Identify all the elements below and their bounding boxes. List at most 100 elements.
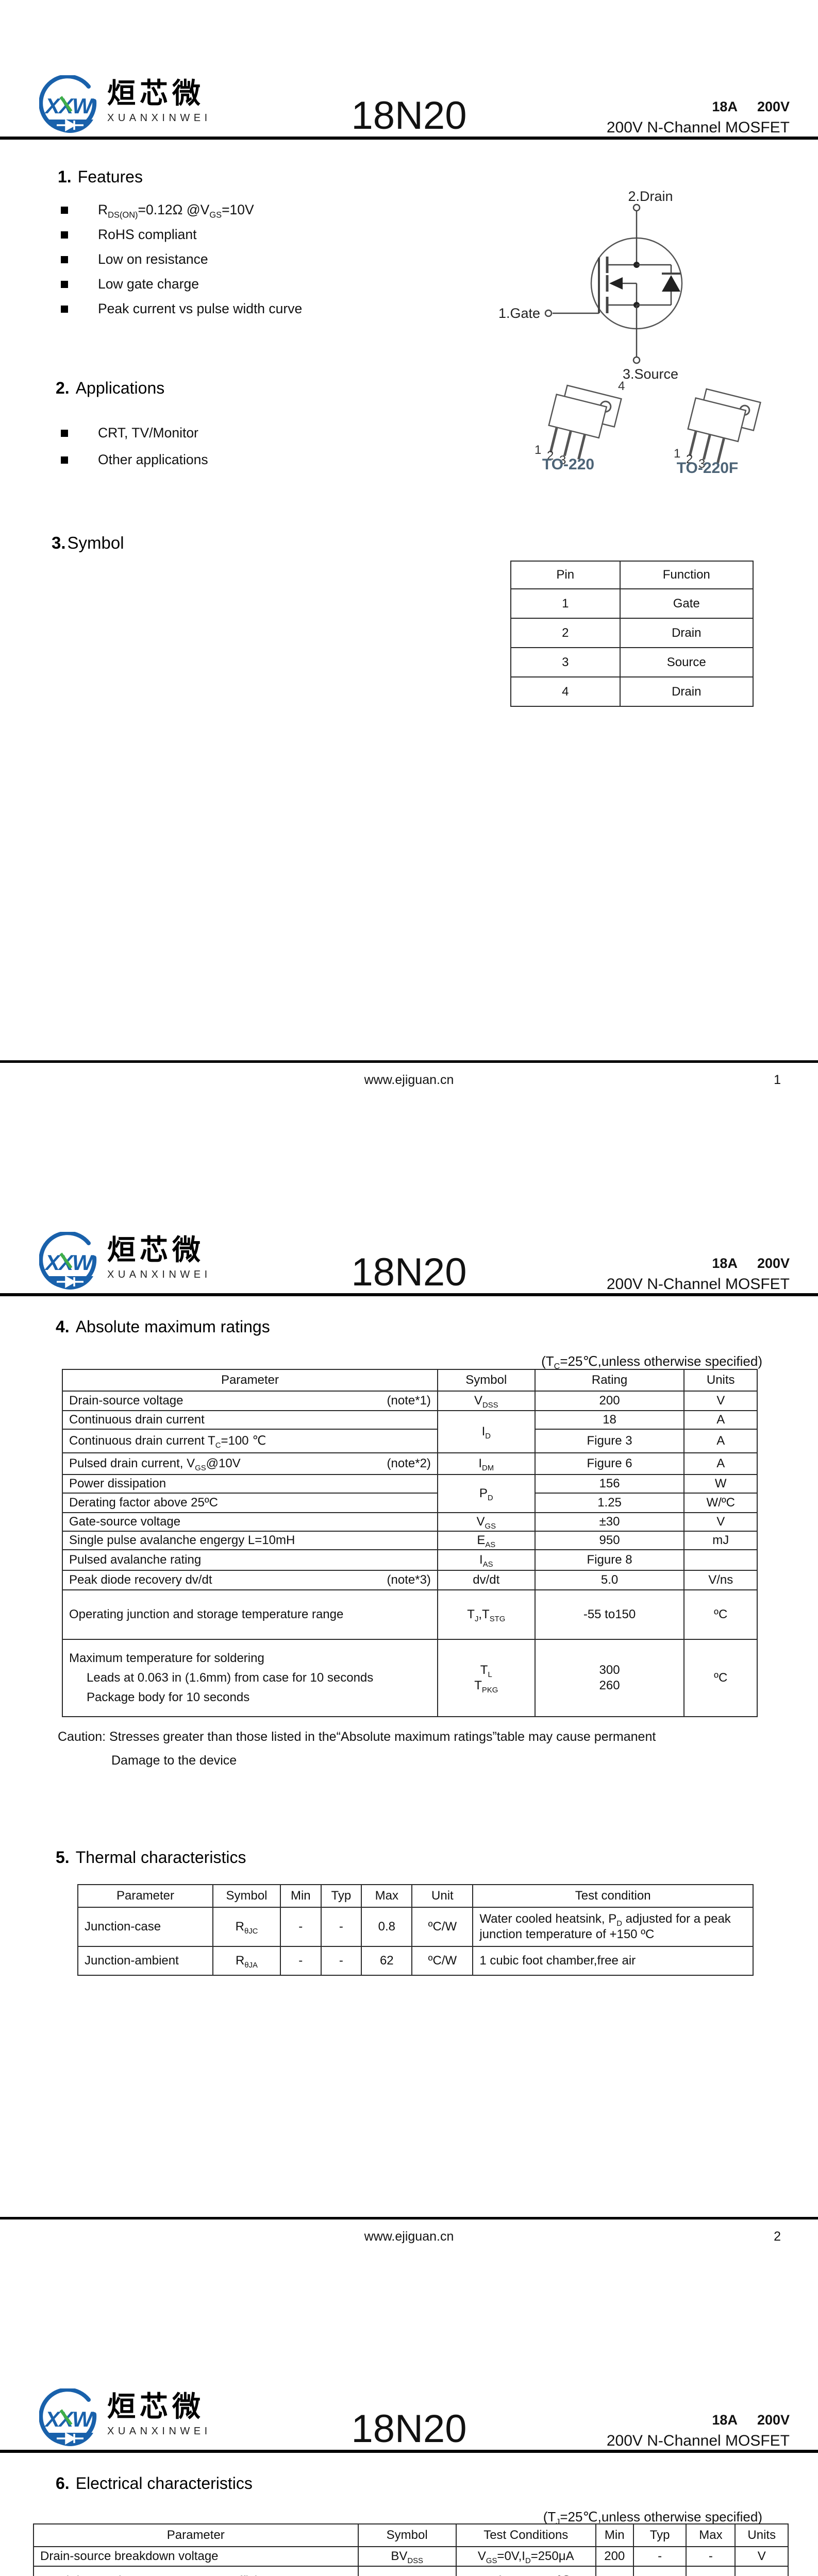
brand-name-cn: 烜芯微: [107, 1234, 205, 1266]
device-subtitle: 200V N-Channel MOSFET: [606, 119, 790, 136]
cell: ºC/W: [411, 1946, 474, 1976]
cell: VGS=0V,ID=250μA: [455, 2546, 596, 2567]
brand-name-cn: 烜芯微: [107, 77, 205, 109]
pin2-label: 2: [686, 452, 693, 466]
cell: -: [280, 1907, 322, 1947]
pin1-label: 1: [535, 443, 541, 457]
cell: Drain-source breakdown voltage: [33, 2546, 359, 2567]
cell: 200: [534, 1391, 685, 1411]
col-header-unit: Unit: [411, 1884, 474, 1908]
gate-label: 1.Gate: [498, 306, 540, 321]
table-row: Drain-source voltage (note*1) VDSS 200 V: [62, 1391, 758, 1411]
table-row: Derating factor above 25ºC 1.25 W/ºC: [62, 1493, 758, 1513]
cell: Junction-case: [77, 1907, 213, 1947]
table-row: Operating junction and storage temperatu…: [62, 1589, 758, 1640]
drain-label: 2.Drain: [628, 189, 673, 204]
cell: Power dissipation: [62, 1474, 438, 1494]
section-title-abs-max: 4. Absolute maximum ratings: [56, 1317, 270, 1336]
table-row: Power dissipation PD 156 W: [62, 1474, 758, 1513]
cell: 200: [595, 2546, 634, 2567]
rating-current: 18A: [712, 2412, 738, 2428]
section-title-symbol: 3.Symbol: [52, 533, 124, 552]
col-header-typ: Typ: [632, 2523, 687, 2547]
cell: ºC: [683, 1589, 758, 1640]
cell: 0.25: [632, 2566, 687, 2576]
header-rule: [0, 137, 818, 140]
col-header-test-condition: Test condition: [472, 1884, 754, 1908]
cell: VGS: [437, 1512, 536, 1532]
device-subtitle: 200V N-Channel MOSFET: [606, 2432, 790, 2449]
cell: Figure 8: [534, 1549, 685, 1571]
cell: Derating factor above 25ºC: [62, 1493, 438, 1513]
footer-rule: [0, 1060, 818, 1063]
svg-text:X: X: [44, 2407, 61, 2431]
page-2: X X W 烜芯微 XUANXINWEI 18N20 18A 200V 200V…: [0, 1157, 818, 2313]
footer-website: www.ejiguan.cn: [364, 2229, 454, 2244]
col-header-parameter: Parameter: [62, 1369, 438, 1392]
bullet-square-icon: [61, 305, 68, 313]
part-number: 18N20: [351, 94, 467, 138]
table-row: 2 Drain: [510, 618, 754, 648]
cell: 0.8: [361, 1907, 413, 1947]
table-row: Peak diode recovery dv/dt (note*3) dv/dt …: [62, 1570, 758, 1590]
header-rating-block: 18A 200V 200V N-Channel MOSFET: [607, 1256, 790, 1293]
rating-current: 18A: [712, 99, 738, 114]
cell: 156: [534, 1474, 685, 1494]
cell: Figure 3: [534, 1429, 685, 1453]
cell: V/ºC: [734, 2566, 789, 2576]
cell: 62: [361, 1946, 413, 1976]
to220-package-drawing: 4 1 2 3: [535, 379, 625, 465]
cell: Pulsed drain current, VGS@10V (note*2): [62, 1452, 438, 1475]
brand-name-en: XUANXINWEI: [107, 112, 211, 124]
section-title-electrical: 6. Electrical characteristics: [56, 2474, 253, 2493]
cell: 3: [510, 647, 621, 677]
table-row: Junction-ambient RθJA - - 62 ºC/W 1 cubi…: [77, 1946, 754, 1976]
feature-item: RDS(ON)=0.12Ω @VGS=10V: [61, 202, 254, 219]
brand-name-en: XUANXINWEI: [107, 1269, 211, 1280]
page-number: 2: [774, 2229, 781, 2244]
header-rule: [0, 1293, 818, 1296]
cell: -: [632, 2546, 687, 2567]
cell: Gate-source voltage: [62, 1512, 438, 1532]
cell: TJ,TSTG: [437, 1589, 536, 1640]
footer-rule: [0, 2217, 818, 2219]
cell: -: [686, 2546, 736, 2567]
header-rating-block: 18A 200V 200V N-Channel MOSFET: [607, 99, 790, 137]
cell: A: [683, 1410, 758, 1430]
thermal-table: Parameter Symbol Min Typ Max Unit Test c…: [77, 1884, 754, 1976]
table-header-row: Pin Function: [510, 561, 754, 589]
cell: 4: [510, 676, 621, 707]
cell: W: [683, 1474, 758, 1494]
col-header-units: Units: [683, 1369, 758, 1392]
col-header-symbol: Symbol: [357, 2523, 457, 2547]
cell: RθJC: [212, 1907, 281, 1947]
brand-block: 烜芯微 XUANXINWEI: [107, 77, 211, 124]
pin2-label: 2: [547, 449, 554, 463]
brand-block: 烜芯微 XUANXINWEI: [107, 1234, 211, 1281]
col-header-max: Max: [361, 1884, 413, 1908]
body-arrow: [609, 277, 623, 290]
cell: Figure 6: [534, 1452, 685, 1475]
table-row: Single pulse avalanche engergy L=10mH EA…: [62, 1531, 758, 1550]
cell: V: [734, 2546, 789, 2567]
svg-text:X: X: [44, 94, 61, 118]
electrical-table-wrap: Parameter Symbol Test Conditions Min Typ…: [33, 2523, 789, 2576]
cell: -: [320, 1946, 362, 1976]
cell: △BVDSS/△TJ: [357, 2566, 457, 2576]
col-header-function: Function: [619, 561, 754, 589]
cell: A: [683, 1429, 758, 1453]
page-1: X X W 烜芯微 XUANXINWEI 18N20 18A 200V 200V…: [0, 0, 818, 1157]
section-title-thermal: 5. Thermal characteristics: [56, 1848, 246, 1867]
svg-text:W: W: [72, 94, 94, 118]
drain-terminal: [632, 204, 641, 212]
cell: Drain: [619, 618, 754, 648]
cell: A: [683, 1452, 758, 1475]
cell: TL TPKG: [437, 1639, 536, 1717]
cell: Operating junction and storage temperatu…: [62, 1589, 438, 1640]
col-header-max: Max: [686, 2523, 736, 2547]
pin3-label: 3: [559, 453, 566, 465]
company-logo-icon: X X W: [39, 75, 97, 133]
table-row: Continuous drain current ID 18 A: [62, 1410, 758, 1453]
cell: Water cooled heatsink, PD adjusted for a…: [472, 1907, 754, 1947]
abs-max-table: Parameter Symbol Rating Units Drain-sour…: [62, 1369, 758, 1717]
